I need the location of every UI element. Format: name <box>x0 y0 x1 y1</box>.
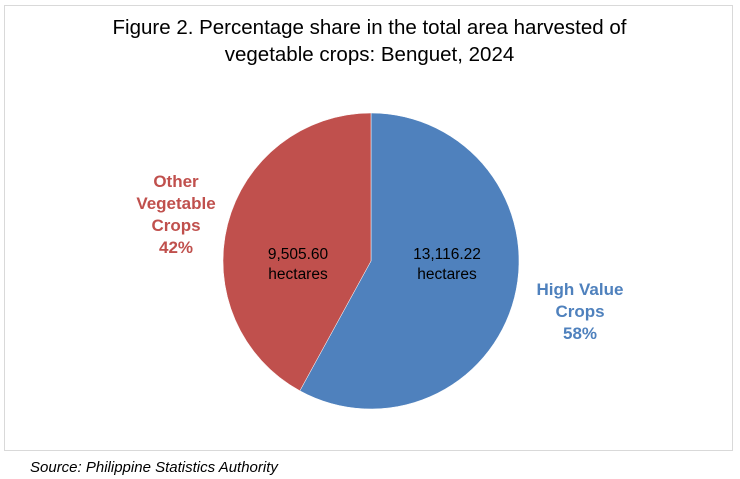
slice-value-label-other-vegetable-crops: 9,505.60 hectares <box>243 245 353 285</box>
chart-title: Figure 2. Percentage share in the total … <box>5 14 734 68</box>
slice-label-line: Crops <box>151 216 201 235</box>
pie-slice-other-vegetable-crops <box>222 112 372 392</box>
slice-percent-label: 42% <box>158 238 194 257</box>
source-note: Source: Philippine Statistics Authority <box>30 459 278 476</box>
chart-area: Figure 2. Percentage share in the total … <box>4 5 733 451</box>
slice-label-other-vegetable-crops: Other Vegetable Crops 42% <box>101 171 251 259</box>
slice-unit: hectares <box>417 266 477 283</box>
slice-unit: hectares <box>268 266 328 283</box>
slice-label-line: Vegetable <box>136 194 216 213</box>
slice-percent-label: 58% <box>562 324 598 343</box>
slice-value-label-high-value-crops: 13,116.22 hectares <box>387 245 507 285</box>
slice-value: 9,505.60 <box>267 246 329 263</box>
pie-slice-high-value-crops <box>299 112 520 410</box>
slice-label-line: Crops <box>555 302 605 321</box>
chart-title-line-2: vegetable crops: Benguet, 2024 <box>224 43 515 66</box>
slice-label-line: Other <box>153 172 199 191</box>
chart-title-line-1: Figure 2. Percentage share in the total … <box>112 16 627 39</box>
slice-label-high-value-crops: High Value Crops 58% <box>505 279 655 345</box>
pie-chart <box>222 112 520 410</box>
slice-value: 13,116.22 <box>413 246 481 263</box>
slice-label-line: High Value <box>536 280 624 299</box>
